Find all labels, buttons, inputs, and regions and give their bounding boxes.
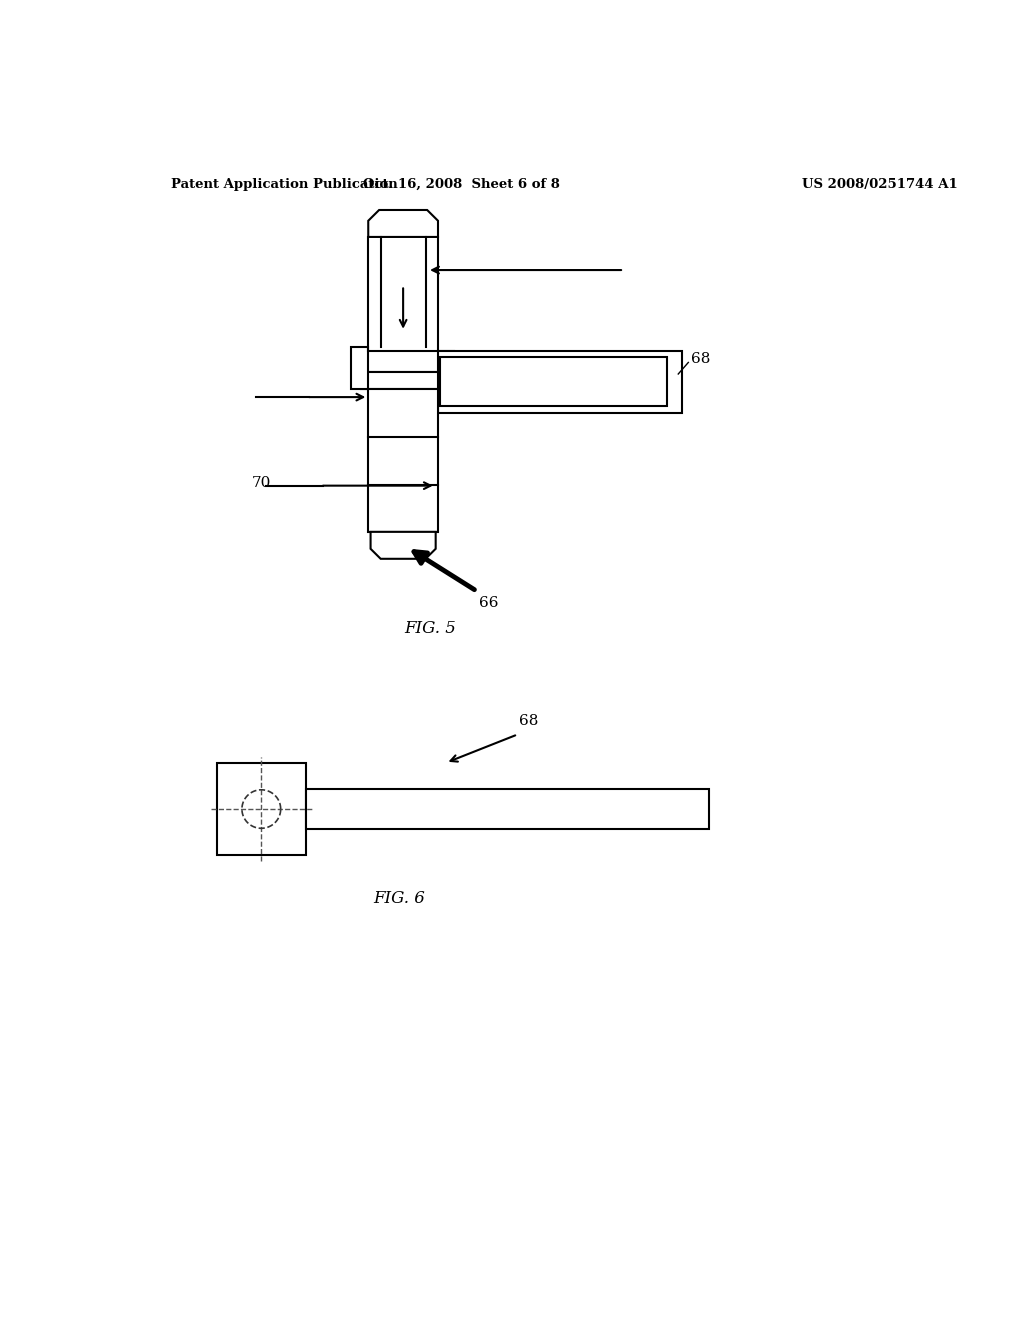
Text: US 2008/0251744 A1: US 2008/0251744 A1 [802,178,958,190]
Bar [369,389,438,532]
Text: 70: 70 [252,477,271,490]
Bar [306,789,710,829]
Polygon shape [369,210,438,238]
Polygon shape [371,532,435,558]
Text: Oct. 16, 2008  Sheet 6 of 8: Oct. 16, 2008 Sheet 6 of 8 [362,178,560,190]
Bar [438,351,682,412]
Text: FIG. 6: FIG. 6 [374,890,425,907]
Text: 68: 68 [519,714,539,729]
Bar [352,351,454,372]
Bar [217,763,306,855]
Text: 66: 66 [479,595,499,610]
Text: 68: 68 [691,351,711,366]
Text: FIG. 5: FIG. 5 [404,620,456,638]
Bar [361,372,445,389]
Bar [351,347,369,389]
Bar [440,358,667,407]
Text: Patent Application Publication: Patent Application Publication [171,178,397,190]
